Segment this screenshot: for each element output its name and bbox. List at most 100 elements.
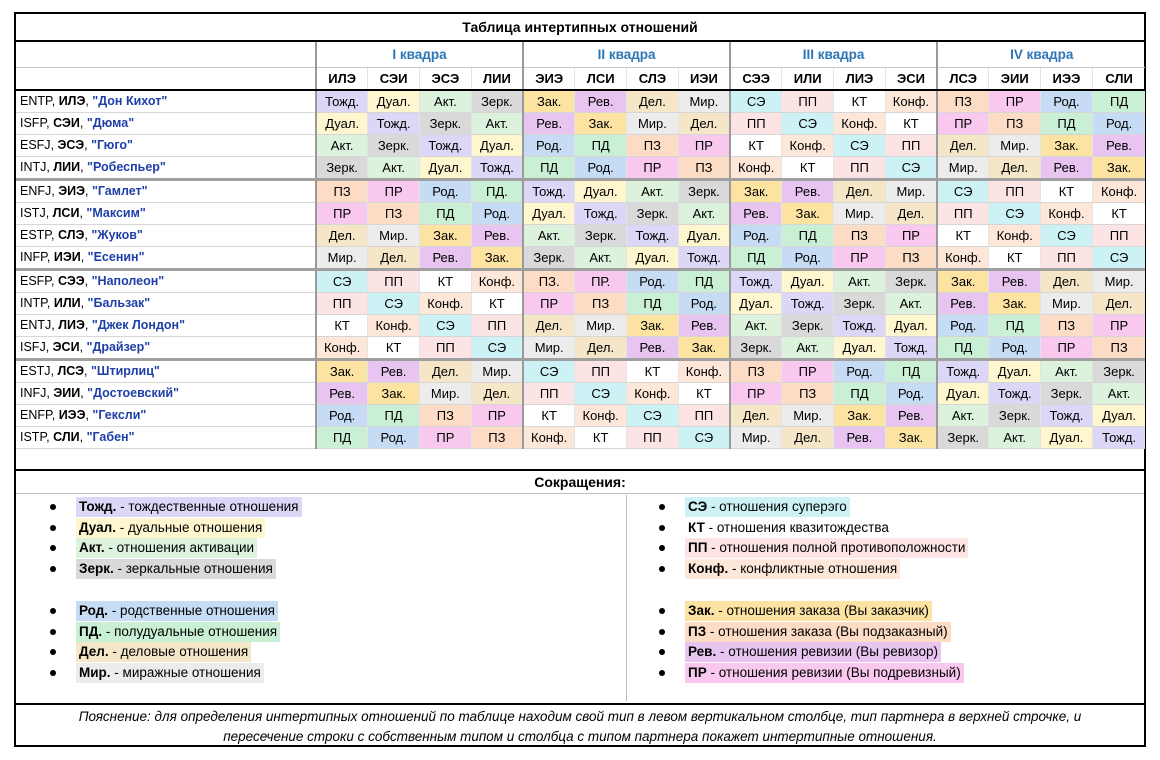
corner-cell [16,67,317,91]
relation-cell: ПП [574,358,627,383]
row-type-name: "Драйзер" [86,340,151,354]
relation-cell: Дуал. [522,202,575,225]
row-separator: , [50,364,58,378]
row-socionics-type: ЭСИ [52,340,80,354]
row-type-name: "Габен" [86,430,135,444]
relation-cell: ПЗ [367,202,420,225]
relation-cell: Род. [1040,90,1093,113]
row-label: INFP, ИЭИ, "Есенин" [16,246,317,270]
column-header: СЭЭ [729,67,782,91]
table-row: ESFP, СЭЭ, "Наполеон" СЭ ПП КТ Конф. ПЗ. ПР. Ро… [16,268,1146,293]
relation-cell: Акт. [729,314,782,337]
relation-cell: Конф. [729,156,782,180]
relation-cell: Зак. [677,336,731,360]
relation-cell: Зак. [781,202,834,225]
row-mbti: ISTP [20,430,47,444]
relation-cell: Конф. [419,292,472,315]
column-header: СЛЭ [626,67,679,91]
legend-description: - отношения квазитождества [704,519,889,535]
row-separator: , [80,386,88,400]
relation-cell: Акт. [936,404,989,427]
relation-cell: Зерк. [884,268,938,293]
relation-cell: Конф. [884,90,938,113]
bullet-icon [50,669,56,676]
relation-cell: Зак. [419,224,472,247]
bullet-icon [50,545,56,551]
relation-cell: ПП [988,178,1041,203]
row-type-name: "Гексли" [92,408,147,422]
relation-cell: КТ [833,90,886,113]
relation-cell: ПД [1040,112,1093,135]
relation-cell: ПП [936,202,989,225]
relation-cell: ПР [781,358,834,383]
relation-cell: Дел. [833,178,886,203]
relation-cell: Мир. [729,426,782,449]
relation-cell: Дуал. [315,112,368,135]
row-type-name: "Дон Кихот" [92,94,168,108]
table-row: ESTJ, ЛСЭ, "Штирлиц" Зак. Рев. Дел. Мир. СЭ ПП… [16,358,1146,383]
relation-cell: Акт. [574,246,627,270]
relation-cell: ПР [884,224,938,247]
relation-cell: ПД [419,202,472,225]
relation-cell: Конф. [315,336,368,360]
relation-cell: Рев. [833,426,886,449]
row-separator: , [51,184,59,198]
relation-cell: Рев. [1091,134,1146,157]
legend-entry: Дел. - деловые отношения [76,642,252,662]
relation-cell: Конф. [470,268,524,293]
relation-cell: Род. [626,268,679,293]
row-type-name: "Максим" [86,206,146,220]
row-mbti: ESFJ [20,138,51,152]
relation-cell: КТ [315,314,368,337]
relation-cell: ПП [884,134,938,157]
row-label: INTJ, ЛИИ, "Робеспьер" [16,156,317,180]
row-separator: , [51,408,59,422]
column-header: ЛСЭ [936,67,989,91]
row-socionics-type: ЛИИ [53,160,81,174]
relation-cell: ПД [936,336,989,360]
relation-cell: ПР [936,112,989,135]
row-separator: , [85,94,93,108]
relation-cell: Мир. [1091,268,1146,293]
column-header: ЭСЭ [419,67,472,91]
relation-cell: ПЗ [833,224,886,247]
relation-cell: Рев. [626,336,679,360]
legend-abbr: Дел. [79,644,109,659]
legend-entry: Рев. - отношения ревизии (Вы ревизор) [685,642,941,662]
relation-cell: ПП [419,336,472,360]
row-separator: , [51,94,59,108]
relation-cell: Зерк. [574,224,627,247]
relation-cell: Зак. [833,404,886,427]
relation-cell: Род. [833,358,886,383]
relation-cell: ПД [729,246,782,270]
legend-title: Сокращения: [16,471,1144,494]
relation-cell: Тожд. [470,156,524,180]
relation-cell: Рев. [781,178,834,203]
relation-cell: Зерк. [988,404,1041,427]
relation-cell: ПП [729,112,782,135]
row-type-name: "Бальзак" [87,296,151,310]
relation-cell: ПЗ [315,178,368,203]
legend-abbr: Тожд. [79,499,117,514]
legend-description: - отношения ревизии (Вы подревизный) [706,664,961,680]
row-mbti: ENFJ [20,184,52,198]
relation-cell: Дел. [367,246,420,270]
relation-cell: СЭ [1091,246,1146,270]
row-label: ENTP, ИЛЭ, "Дон Кихот" [16,90,317,113]
row-separator: , [84,138,92,152]
relation-cell: Зерк. [833,292,886,315]
relation-cell: ПП [781,90,834,113]
relation-cell: Род. [522,134,575,157]
relation-cell: Акт. [626,178,679,203]
column-header: СЭИ [367,67,420,91]
relation-cell: СЭ [833,134,886,157]
legend-description: - дуальные отношения [115,519,263,535]
column-header: ИЭИ [677,67,731,91]
row-socionics-type: ЭСЭ [57,138,85,152]
relation-cell: Тожд. [1091,426,1146,449]
legend-entry: Род. - родственные отношения [76,601,278,621]
row-separator: , [84,318,92,332]
row-separator: , [46,430,54,444]
relation-cell: Зерк. [936,426,989,449]
relation-cell: Род. [988,336,1041,360]
